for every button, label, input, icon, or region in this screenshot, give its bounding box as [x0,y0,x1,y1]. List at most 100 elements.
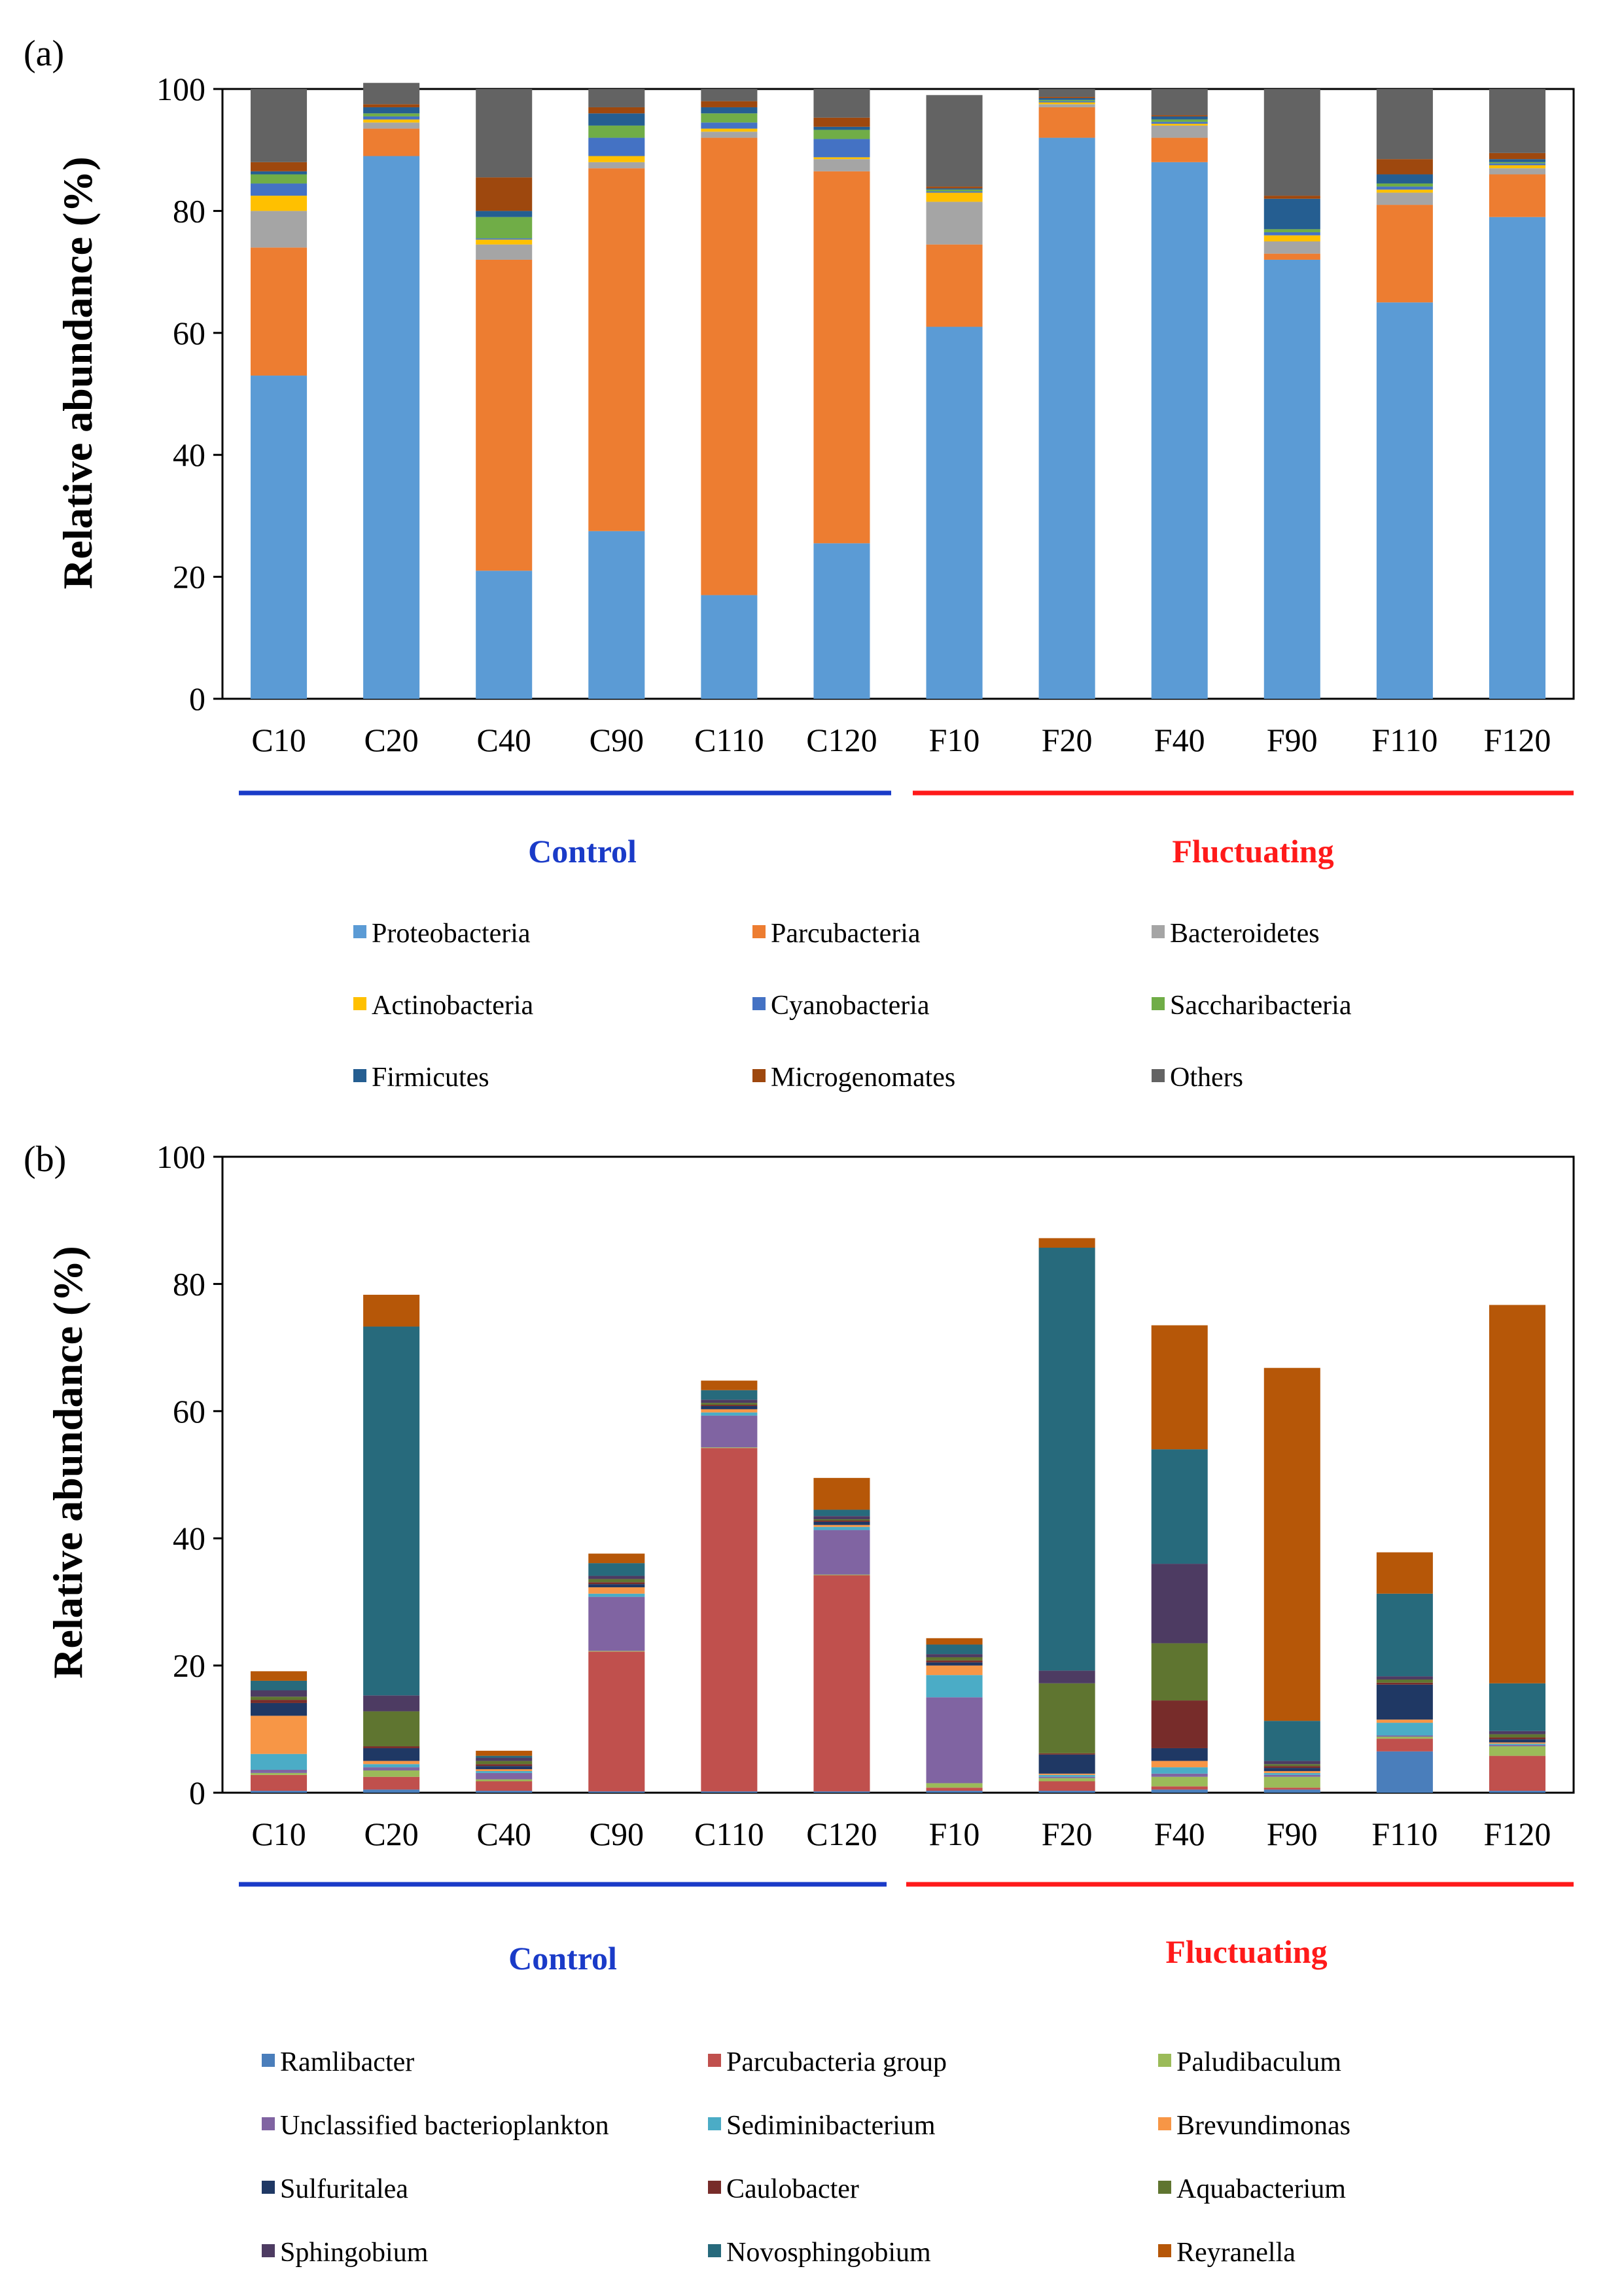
b-bar-F110-paludibaculum [1376,1736,1433,1739]
b-bar-F20-novosphingobium [1038,1247,1095,1671]
a-y-tick-label: 0 [189,680,205,717]
b-x-tick-label: F40 [1154,1816,1205,1852]
b-bar-F10-aquabacterium [926,1657,983,1661]
panel-b-legend: Ramlibacter Parcubacteria group Paludibacu… [262,2047,1350,2268]
b-bar-F120-reyranella [1489,1305,1545,1683]
a-bar-F90-actinobacteria [1263,235,1320,241]
b-x-tick-label: F110 [1371,1816,1438,1852]
a-bar-C120-bacteroidetes [813,159,870,171]
b-bar-F10-sphingobium [926,1654,983,1657]
b-x-tick-label: C120 [806,1816,877,1852]
a-bar-F90-others [1263,89,1320,196]
b-bar-F20-sediminibacterium [1038,1774,1095,1777]
a-bar-F20-others [1038,89,1095,97]
a-bar-F110-cyanobacteria [1376,186,1433,190]
a-bar-F20-firmicutes [1038,97,1095,100]
a-bar-F20-cyanobacteria [1038,101,1095,103]
b-legend-swatch [262,2054,275,2067]
b-bar-C120-reyranella [813,1477,870,1510]
a-bar-F120-saccharibacteria [1489,162,1545,164]
a-bar-C90-actinobacteria [588,156,645,162]
b-bar-F110-sulfuritalea [1376,1684,1433,1720]
b-bar-F120-caulobacter [1489,1737,1545,1740]
a-bar-C20-actinobacteria [363,119,420,123]
b-bar-C20-aquabacterium [363,1711,420,1747]
a-x-tick-label: C40 [477,722,531,758]
b-bar-F10-caulobacter [926,1660,983,1663]
b-bar-F20-paludibaculum [1038,1778,1095,1782]
b-legend-swatch [708,2244,721,2257]
b-y-tick-label: 60 [173,1393,205,1430]
b-bar-C120-caulobacter [813,1520,870,1522]
a-bar-C110-cyanobacteria [701,122,758,129]
a-bar-C20-parcubacteria [363,128,420,156]
a-bar-C40-proteobacteria [476,571,533,699]
a-legend-label: Proteobacteria [372,919,531,949]
b-legend-label: Reyranella [1176,2238,1296,2268]
a-legend-label: Actinobacteria [372,991,534,1021]
b-legend-label: Ramlibacter [280,2047,414,2077]
a-bar-C40-microgenomates [476,177,533,211]
b-bar-C10-reyranella [251,1671,308,1681]
b-bar-C110-sphingobium [701,1399,758,1403]
b-bar-C20-parcubacteria-group [363,1776,420,1790]
b-bar-F110-caulobacter [1376,1682,1433,1685]
b-bar-C20-unclassified-bacterioplankton [363,1767,420,1770]
b-bar-C20-reyranella [363,1294,420,1327]
b-bar-C10-unclassified-bacterioplankton [251,1770,308,1773]
b-bar-C110-reyranella [701,1381,758,1390]
a-bar-F20-proteobacteria [1038,137,1095,699]
a-bar-F120-parcubacteria [1489,174,1545,217]
a-bar-C20-proteobacteria [363,156,420,699]
a-legend-swatch [752,925,766,938]
b-bar-C110-sediminibacterium [701,1412,758,1416]
a-bar-C90-proteobacteria [588,531,645,699]
a-y-tick-label: 60 [173,315,205,351]
b-x-tick-label: C10 [251,1816,306,1852]
a-bar-C20-saccharibacteria [363,113,420,116]
b-bar-F40-sediminibacterium [1151,1767,1208,1774]
a-bar-F110-firmicutes [1376,174,1433,184]
a-bar-F10-saccharibacteria [926,189,983,192]
b-legend-swatch [1158,2054,1171,2067]
a-bar-F120-firmicutes [1489,159,1545,162]
a-legend-swatch [353,925,366,938]
a-legend-label: Parcubacteria [771,919,921,949]
panel-b-control-label: Control [508,1940,617,1977]
a-bar-C90-parcubacteria [588,168,645,531]
b-legend-swatch [262,2244,275,2257]
a-bar-F20-actinobacteria [1038,102,1095,105]
b-bar-F40-brevundimonas [1151,1761,1208,1768]
a-bar-C110-others [701,89,758,101]
a-bar-C90-bacteroidetes [588,162,645,169]
a-bar-F20-bacteroidetes [1038,104,1095,107]
a-bar-C10-saccharibacteria [251,174,308,184]
a-bar-F110-saccharibacteria [1376,183,1433,187]
b-bar-F110-reyranella [1376,1552,1433,1594]
a-bar-F90-parcubacteria [1263,253,1320,260]
a-bar-C40-cyanobacteria [476,238,533,240]
a-legend-label: Bacteroidetes [1170,919,1320,949]
b-bar-F20-unclassified-bacterioplankton [1038,1776,1095,1778]
a-bar-C10-others [251,89,308,162]
b-bar-C110-paludibaculum [701,1447,758,1449]
b-bar-C90-caulobacter [588,1582,645,1585]
b-plot-frame [221,1155,1575,1794]
panel-a-tick-labels: 0 20 40 60 80 100 C10 C20 C40 C90 C110 C120 F10 F20 F4… [156,71,1551,758]
a-legend-label: Others [1170,1063,1243,1093]
b-bar-C40-aquabacterium [476,1761,533,1765]
a-bar-C90-cyanobacteria [588,137,645,156]
a-bar-F10-bacteroidetes [926,202,983,245]
a-legend-label: Microgenomates [771,1063,955,1093]
a-bar-F110-parcubacteria [1376,205,1433,303]
a-x-tick-label: C90 [590,722,644,758]
b-bar-F40-reyranella [1151,1325,1208,1450]
b-y-tick-label: 20 [173,1647,205,1684]
b-bar-F40-caulobacter [1151,1700,1208,1748]
b-legend-label: Brevundimonas [1176,2111,1350,2141]
b-legend-swatch [262,2117,275,2130]
b-bar-C10-parcubacteria-group [251,1774,308,1791]
b-bar-F20-sulfuritalea [1038,1754,1095,1774]
a-bar-C110-proteobacteria [701,595,758,699]
b-bar-F120-sphingobium [1489,1731,1545,1734]
